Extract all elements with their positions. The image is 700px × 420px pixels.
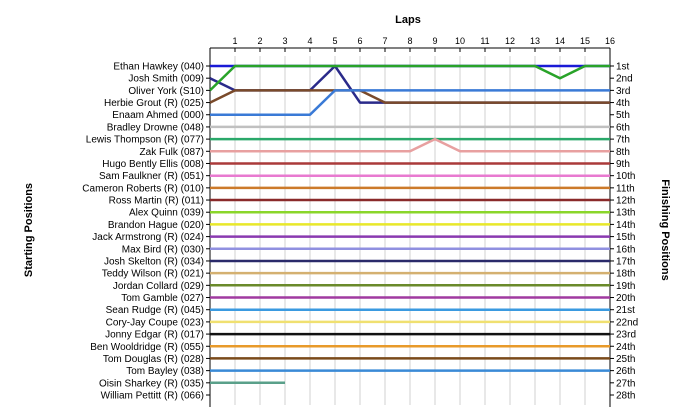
driver-label: Max Bird (R) (030) [122, 244, 204, 255]
finishing-position-label: 28th [616, 391, 635, 402]
driver-label: Cameron Roberts (R) (010) [82, 183, 204, 194]
driver-label: Tom Douglas (R) (028) [103, 354, 204, 365]
driver-label: Ross Martin (R) (011) [109, 196, 204, 207]
finishing-position-label: 26th [616, 366, 635, 377]
finishing-position-label: 17th [616, 256, 635, 267]
lap-tick-label: 11 [480, 36, 489, 46]
driver-label: Tom Bayley (038) [126, 366, 204, 377]
driver-label: Alex Quinn (039) [129, 208, 204, 219]
y-axis-title-right: Finishing Positions [659, 179, 671, 280]
x-axis-title: Laps [395, 14, 421, 26]
driver-label: Ben Wooldridge (R) (055) [90, 342, 204, 353]
driver-label: Enaam Ahmed (000) [112, 110, 204, 121]
finishing-position-label: 4th [616, 98, 630, 109]
lap-tick-label: 4 [307, 36, 312, 46]
finishing-position-label: 12th [616, 196, 635, 207]
finishing-position-label: 18th [616, 269, 635, 280]
finishing-position-label: 22nd [616, 317, 638, 328]
lap-tick-label: 5 [332, 36, 337, 46]
finishing-position-label: 9th [616, 159, 630, 170]
finishing-position-label: 14th [616, 220, 635, 231]
finishing-position-label: 11th [616, 183, 635, 194]
driver-label: William Pettitt (R) (066) [101, 391, 204, 402]
driver-label: Tom Gamble (027) [121, 293, 204, 304]
driver-label: Sean Rudge (R) (045) [106, 305, 204, 316]
finishing-position-label: 2nd [616, 74, 633, 85]
series-line [210, 89, 610, 116]
y-axis-title-left: Starting Positions [23, 183, 35, 277]
lap-tick-label: 6 [357, 36, 362, 46]
driver-label: Zak Fulk (087) [140, 147, 204, 158]
finishing-position-label: 25th [616, 354, 635, 365]
finishing-position-label: 7th [616, 135, 630, 146]
driver-label: Jack Armstrong (R) (024) [92, 232, 204, 243]
driver-label: Bradley Drowne (048) [107, 122, 204, 133]
lap-tick-label: 7 [382, 36, 387, 46]
finishing-position-label: 10th [616, 171, 635, 182]
finishing-position-label: 8th [616, 147, 630, 158]
finishing-position-label: 19th [616, 281, 635, 292]
finishing-position-label: 15th [616, 232, 635, 243]
driver-label: Josh Smith (009) [128, 74, 204, 85]
finishing-position-label: 6th [616, 122, 630, 133]
lap-tick-label: 1 [232, 36, 237, 46]
driver-label: Brandon Hague (020) [108, 220, 204, 231]
driver-label: Hugo Bently Ellis (008) [102, 159, 204, 170]
series-line [210, 137, 610, 153]
driver-label: Teddy Wilson (R) (021) [102, 269, 204, 280]
finishing-position-label: 21st [616, 305, 635, 316]
lap-tick-label: 13 [530, 36, 540, 46]
finishing-position-label: 27th [616, 378, 635, 389]
finishing-position-label: 24th [616, 342, 635, 353]
lap-tick-label: 14 [555, 36, 565, 46]
finishing-position-label: 16th [616, 244, 635, 255]
driver-label: Josh Skelton (R) (034) [104, 256, 204, 267]
driver-label: Jonny Edgar (R) (017) [105, 330, 204, 341]
driver-label: Lewis Thompson (R) (077) [86, 135, 204, 146]
lap-tick-label: 10 [455, 36, 465, 46]
series-line [209, 64, 610, 92]
driver-label: Oliver York (S10) [128, 86, 204, 97]
lap-tick-label: 3 [282, 36, 287, 46]
driver-label: Sam Faulkner (R) (051) [99, 171, 204, 182]
lap-tick-label: 15 [580, 36, 590, 46]
driver-label: Herbie Grout (R) (025) [104, 98, 204, 109]
lap-tick-label: 2 [257, 36, 262, 46]
finishing-position-label: 13th [616, 208, 635, 219]
driver-label: Ethan Hawkey (040) [113, 62, 204, 73]
finishing-position-label: 3rd [616, 86, 630, 97]
lap-tick-label: 16 [605, 36, 615, 46]
lap-tick-label: 9 [432, 36, 437, 46]
driver-label: Jordan Collard (029) [113, 281, 204, 292]
finishing-position-label: 5th [616, 110, 630, 121]
lap-tick-label: 8 [407, 36, 412, 46]
finishing-position-label: 1st [616, 62, 630, 73]
series-line [209, 89, 610, 104]
finishing-position-label: 23rd [616, 330, 636, 341]
driver-label: Oisin Sharkey (R) (035) [99, 378, 204, 389]
lap-tick-label: 12 [505, 36, 515, 46]
driver-label: Cory-Jay Coupe (023) [106, 317, 204, 328]
finishing-position-label: 20th [616, 293, 635, 304]
